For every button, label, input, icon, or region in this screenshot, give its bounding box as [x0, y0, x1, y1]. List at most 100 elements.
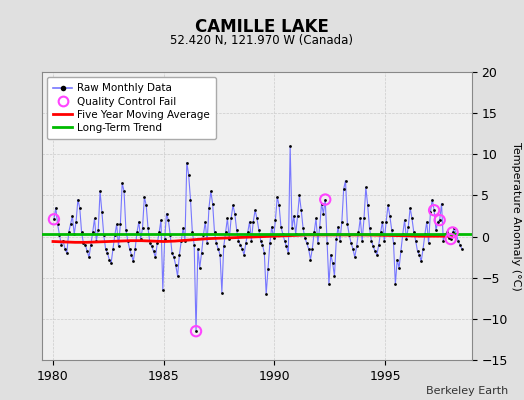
- Point: [55, 232, 63, 238]
- Point: [393, 256, 401, 263]
- Point: [286, 143, 294, 149]
- Point: [413, 248, 422, 254]
- Point: [365, 225, 374, 232]
- Point: [421, 231, 429, 237]
- Point: [85, 254, 93, 260]
- Point: [159, 287, 167, 293]
- Point: [389, 240, 398, 246]
- Text: 52.420 N, 121.970 W (Canada): 52.420 N, 121.970 W (Canada): [170, 34, 354, 47]
- Point: [173, 273, 182, 279]
- Point: [212, 240, 221, 246]
- Point: [124, 238, 132, 244]
- Point: [343, 221, 352, 228]
- Point: [337, 218, 346, 225]
- Point: [50, 216, 58, 222]
- Point: [295, 192, 303, 199]
- Point: [118, 180, 126, 186]
- Point: [92, 238, 101, 244]
- Point: [198, 250, 206, 256]
- Point: [266, 240, 274, 246]
- Point: [258, 242, 267, 248]
- Point: [81, 242, 90, 248]
- Point: [325, 281, 333, 288]
- Point: [114, 243, 123, 250]
- Point: [424, 240, 433, 246]
- Point: [201, 218, 210, 225]
- Point: [236, 242, 245, 248]
- Point: [282, 243, 291, 250]
- Point: [206, 188, 215, 194]
- Point: [406, 204, 414, 211]
- Point: [220, 243, 228, 250]
- Point: [78, 229, 86, 236]
- Point: [299, 225, 307, 232]
- Point: [323, 240, 331, 246]
- Point: [439, 238, 447, 244]
- Point: [332, 236, 341, 242]
- Point: [225, 236, 234, 242]
- Point: [291, 231, 300, 237]
- Point: [264, 266, 272, 273]
- Point: [129, 258, 137, 264]
- Point: [96, 188, 104, 194]
- Point: [443, 229, 451, 236]
- Point: [378, 218, 387, 225]
- Point: [164, 217, 172, 223]
- Point: [349, 246, 357, 252]
- Point: [312, 215, 320, 222]
- Point: [75, 204, 84, 211]
- Point: [245, 218, 254, 225]
- Point: [354, 229, 363, 236]
- Point: [194, 246, 202, 252]
- Point: [319, 210, 328, 217]
- Point: [68, 213, 77, 219]
- Point: [395, 265, 403, 271]
- Point: [288, 225, 296, 232]
- Point: [386, 213, 394, 219]
- Point: [240, 252, 248, 258]
- Text: Temperature Anomaly (°C): Temperature Anomaly (°C): [511, 142, 521, 290]
- Point: [233, 227, 241, 233]
- Point: [310, 229, 319, 236]
- Point: [50, 216, 58, 222]
- Point: [415, 252, 423, 258]
- Point: [262, 291, 270, 297]
- Point: [231, 210, 239, 217]
- Point: [188, 229, 196, 236]
- Point: [70, 231, 79, 237]
- Point: [369, 243, 377, 250]
- Point: [94, 227, 102, 233]
- Point: [135, 218, 143, 225]
- Point: [168, 250, 176, 256]
- Point: [102, 246, 110, 252]
- Point: [321, 196, 330, 203]
- Point: [446, 236, 455, 242]
- Point: [109, 246, 117, 252]
- Point: [446, 236, 455, 242]
- Point: [146, 240, 154, 246]
- Point: [336, 238, 344, 244]
- Point: [107, 260, 115, 266]
- Point: [315, 224, 324, 230]
- Point: [329, 260, 337, 266]
- Point: [203, 240, 211, 246]
- Point: [157, 217, 165, 223]
- Point: [280, 238, 289, 244]
- Point: [304, 246, 313, 252]
- Point: [242, 240, 250, 246]
- Point: [373, 252, 381, 258]
- Text: Berkeley Earth: Berkeley Earth: [426, 386, 508, 396]
- Point: [391, 281, 400, 288]
- Point: [51, 204, 60, 211]
- Point: [64, 229, 73, 236]
- Point: [125, 246, 134, 252]
- Point: [149, 248, 158, 254]
- Point: [61, 246, 69, 252]
- Point: [162, 210, 171, 217]
- Point: [133, 229, 141, 236]
- Point: [190, 242, 199, 248]
- Point: [382, 218, 390, 225]
- Point: [326, 252, 335, 258]
- Point: [302, 240, 311, 246]
- Point: [175, 252, 183, 258]
